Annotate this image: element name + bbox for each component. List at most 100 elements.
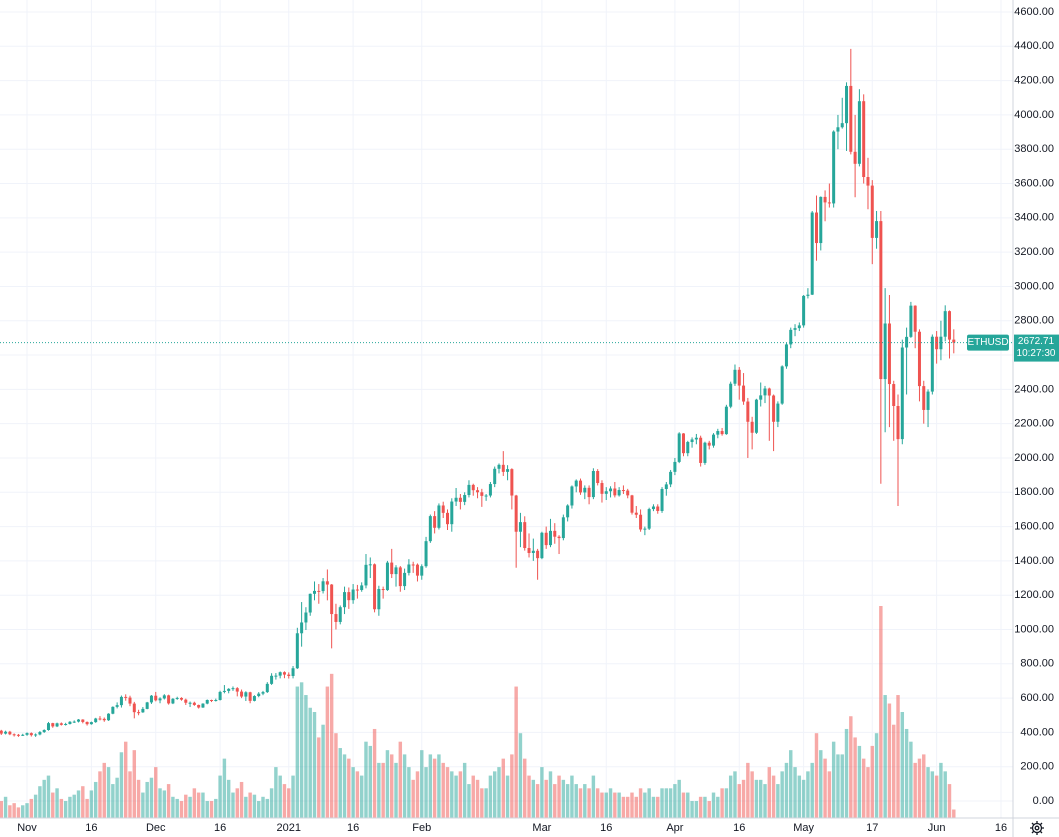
- candle-body: [171, 698, 175, 704]
- y-tick-label: 2800.00: [1014, 315, 1054, 327]
- volume-bar: [355, 771, 360, 818]
- volume-bar: [947, 784, 952, 818]
- volume-bar: [656, 796, 660, 818]
- candle-body: [510, 469, 514, 496]
- volume-bar: [166, 784, 171, 818]
- volume-bar: [939, 762, 943, 818]
- candle-body: [167, 695, 171, 704]
- volume-bar: [411, 779, 415, 818]
- candle-body: [883, 323, 887, 380]
- volume-bar: [831, 741, 836, 818]
- candle-body: [664, 484, 668, 490]
- candle-body: [64, 724, 68, 726]
- volume-bar: [149, 777, 154, 818]
- volume-bar: [934, 775, 939, 818]
- volume-bar: [16, 807, 21, 818]
- volume-bar: [317, 737, 321, 818]
- volume-bar: [458, 771, 463, 818]
- x-tick-label: 17: [866, 822, 878, 834]
- candle-body: [952, 339, 956, 343]
- candle-body: [248, 692, 252, 701]
- candle-body: [604, 491, 608, 494]
- candle-body: [857, 101, 861, 164]
- settings-icon[interactable]: [1030, 821, 1044, 835]
- candle-body: [896, 405, 900, 440]
- candle-body: [12, 734, 16, 736]
- x-tick-label: Feb: [412, 822, 431, 834]
- candle-body: [797, 325, 801, 329]
- candle-body: [651, 506, 655, 510]
- volume-bar: [643, 792, 647, 818]
- volume-bar: [879, 606, 883, 818]
- x-tick-label: 16: [600, 822, 612, 834]
- volume-bar: [226, 779, 231, 818]
- candle-body: [814, 212, 818, 244]
- candle-body: [231, 688, 235, 690]
- volume-bar: [720, 788, 724, 818]
- volume-bar: [38, 786, 42, 818]
- volume-bar: [531, 779, 536, 818]
- candle-body: [94, 718, 98, 723]
- volume-bar: [849, 716, 853, 818]
- volume-bar: [686, 792, 690, 818]
- candle-body: [21, 734, 25, 736]
- countdown-label: 10:27:30: [1017, 348, 1056, 359]
- volume-bar: [312, 712, 317, 818]
- candle-body: [514, 495, 518, 532]
- y-tick-label: 2200.00: [1014, 418, 1054, 430]
- x-tick-label: Dec: [146, 822, 166, 834]
- candle-body: [660, 489, 664, 511]
- volume-bar: [553, 784, 557, 818]
- candle-body: [724, 406, 728, 435]
- volume-bar: [205, 801, 209, 818]
- volume-bar: [767, 767, 772, 818]
- y-tick-label: 3200.00: [1014, 246, 1054, 258]
- axes: 0.00 200.00 400.00 600.00 800.00 1000.00 1200.…: [17, 6, 1054, 834]
- volume-bar: [420, 750, 424, 818]
- volume-bar: [179, 801, 184, 818]
- candle-body: [145, 702, 149, 709]
- volume-bar: [252, 794, 257, 818]
- candle-body: [373, 564, 377, 610]
- candle-body: [677, 433, 681, 462]
- candle-body: [690, 439, 694, 443]
- candle-body: [128, 697, 132, 704]
- volume-bar: [424, 767, 428, 818]
- candle-body: [793, 328, 797, 330]
- volume-bar: [132, 750, 137, 818]
- volume-bar: [630, 792, 634, 818]
- volume-bar: [299, 682, 304, 818]
- volume-bar: [329, 673, 334, 818]
- candle-body: [480, 492, 484, 496]
- volume-bar: [55, 788, 59, 818]
- candle-body: [158, 698, 162, 701]
- candle-body: [308, 593, 312, 613]
- candle-body: [681, 433, 685, 454]
- candle-body: [561, 517, 565, 539]
- y-tick-label: 3400.00: [1014, 212, 1054, 224]
- candle-body: [900, 347, 904, 440]
- volume-bar: [668, 788, 673, 818]
- volume-bar: [171, 796, 175, 818]
- y-tick-label: 0.00: [1033, 795, 1054, 807]
- candle-body: [42, 730, 46, 733]
- candle-body: [437, 505, 441, 528]
- volume-bar: [68, 796, 72, 818]
- volume-bar: [244, 796, 248, 818]
- y-tick-label: 1800.00: [1014, 486, 1054, 498]
- y-tick-label: 400.00: [1020, 726, 1054, 738]
- gear-teeth: [1030, 821, 1044, 835]
- volume-bar: [214, 798, 218, 818]
- candle-body: [930, 336, 934, 392]
- volume-bar: [432, 758, 437, 818]
- candle-body: [338, 607, 342, 622]
- volume-bar: [63, 801, 68, 818]
- candle-body: [218, 691, 222, 700]
- candle-body: [875, 221, 879, 238]
- volume-bar: [123, 741, 128, 818]
- volume-bar: [613, 792, 617, 818]
- volume-bar: [587, 788, 591, 818]
- volume-bar: [904, 728, 909, 818]
- volume-bar: [857, 745, 862, 818]
- volume-bar: [510, 754, 514, 818]
